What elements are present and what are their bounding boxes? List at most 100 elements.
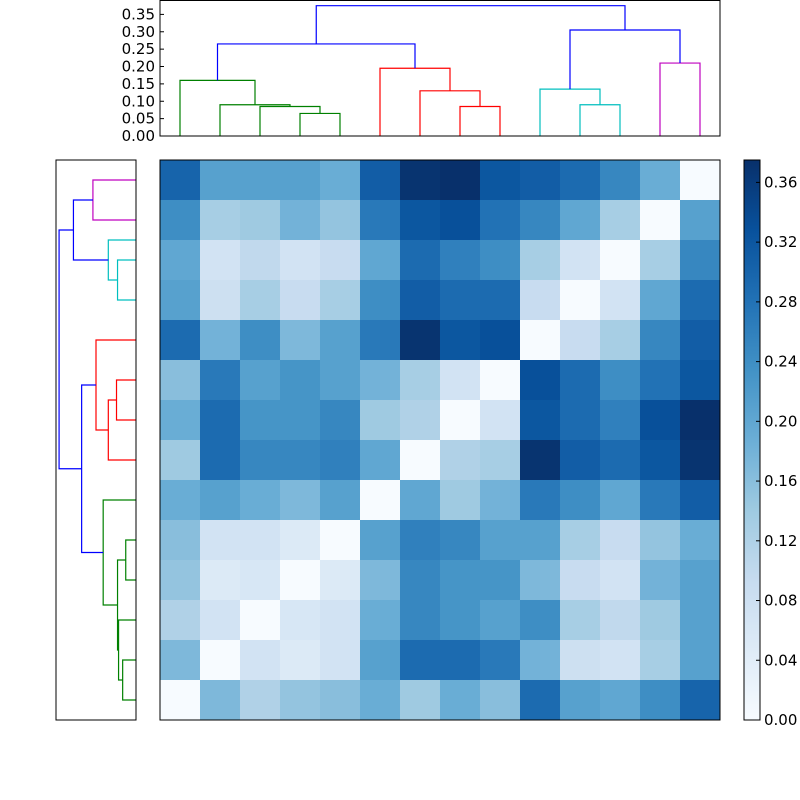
left-dendrogram-link-13 bbox=[58, 229, 82, 470]
heatmap-cell bbox=[160, 200, 201, 241]
top-dendrogram-link-9 bbox=[539, 88, 601, 136]
heatmap-cell bbox=[200, 520, 241, 561]
top-ytick-label: 0.10 bbox=[122, 92, 155, 110]
heatmap-cell bbox=[680, 360, 721, 401]
heatmap-cell bbox=[560, 320, 601, 361]
heatmap-cell bbox=[160, 640, 201, 681]
heatmap-cell bbox=[680, 240, 721, 281]
heatmap-cell bbox=[520, 600, 561, 641]
heatmap-cell bbox=[320, 560, 361, 601]
heatmap-cell bbox=[400, 240, 441, 281]
heatmap-cell bbox=[240, 640, 281, 681]
heatmap-cell bbox=[680, 520, 721, 561]
heatmap-cell bbox=[160, 680, 201, 721]
top-dendrogram-yaxis: 0.000.050.100.150.200.250.300.35 bbox=[122, 5, 164, 145]
heatmap-cell bbox=[600, 160, 641, 201]
heatmap-cell bbox=[480, 280, 521, 321]
colorbar-tick-label: 0.00 bbox=[764, 711, 797, 729]
heatmap-cell bbox=[200, 440, 241, 481]
heatmap-cell bbox=[560, 680, 601, 721]
heatmap-cell bbox=[520, 520, 561, 561]
heatmap-cell bbox=[600, 440, 641, 481]
top-dendrogram-link-12 bbox=[315, 5, 626, 44]
heatmap-cell bbox=[320, 480, 361, 521]
heatmap-cell bbox=[360, 320, 401, 361]
heatmap-cell bbox=[440, 680, 481, 721]
heatmap-cell bbox=[600, 520, 641, 561]
heatmap-cell bbox=[600, 680, 641, 721]
heatmap-cell bbox=[520, 320, 561, 361]
top-dendrogram-link-3 bbox=[179, 79, 256, 136]
heatmap-cell bbox=[480, 160, 521, 201]
heatmap-cell bbox=[280, 240, 321, 281]
heatmap-cell bbox=[240, 160, 281, 201]
heatmap-cell bbox=[400, 360, 441, 401]
heatmap-cell bbox=[320, 320, 361, 361]
heatmap-cell bbox=[560, 360, 601, 401]
heatmap-cell bbox=[360, 400, 401, 441]
heatmap-cell bbox=[400, 680, 441, 721]
heatmap-cell bbox=[680, 160, 721, 201]
heatmap-cell bbox=[240, 440, 281, 481]
heatmap-cell bbox=[200, 320, 241, 361]
heatmap-cell bbox=[520, 360, 561, 401]
heatmap-cell bbox=[280, 600, 321, 641]
heatmap-cell bbox=[560, 600, 601, 641]
heatmap-cell bbox=[680, 320, 721, 361]
left-dendrogram-link-11 bbox=[92, 179, 136, 221]
heatmap-cell bbox=[320, 640, 361, 681]
heatmap-cell bbox=[400, 320, 441, 361]
heatmap-cell bbox=[600, 280, 641, 321]
heatmap-cell bbox=[600, 320, 641, 361]
heatmap-cell bbox=[480, 440, 521, 481]
colorbar-tick-label: 0.20 bbox=[764, 412, 797, 430]
left-dendrogram-link-6 bbox=[107, 399, 136, 461]
heatmap-cell bbox=[480, 200, 521, 241]
heatmap-cell bbox=[280, 440, 321, 481]
left-dendrogram-link-10 bbox=[107, 239, 136, 281]
heatmap-cell bbox=[360, 360, 401, 401]
left-dendrogram-links bbox=[58, 179, 136, 701]
heatmap-cell bbox=[440, 520, 481, 561]
colorbar-tick-label: 0.08 bbox=[764, 592, 797, 610]
heatmap-cell bbox=[560, 200, 601, 241]
heatmap-cell bbox=[440, 600, 481, 641]
heatmap-cell bbox=[400, 560, 441, 601]
heatmap-cell bbox=[440, 320, 481, 361]
heatmap-cell bbox=[480, 560, 521, 601]
heatmap-cell bbox=[400, 160, 441, 201]
heatmap-cell bbox=[440, 360, 481, 401]
top-dendrogram-link-11 bbox=[569, 29, 681, 90]
heatmap-cell bbox=[560, 560, 601, 601]
heatmap-cell bbox=[440, 200, 481, 241]
colorbar-gradient bbox=[744, 160, 760, 720]
heatmap-cell bbox=[520, 680, 561, 721]
top-dendrogram-link-10 bbox=[659, 62, 701, 136]
heatmap-cell bbox=[640, 520, 681, 561]
heatmap-cell bbox=[200, 560, 241, 601]
heatmap-cell bbox=[640, 240, 681, 281]
left-dendrogram-link-0 bbox=[122, 659, 136, 701]
heatmap-cell bbox=[200, 680, 241, 721]
heatmap-cell bbox=[280, 280, 321, 321]
heatmap-cell bbox=[320, 680, 361, 721]
heatmap-cell bbox=[520, 240, 561, 281]
heatmap-cell bbox=[200, 600, 241, 641]
heatmap-cell bbox=[600, 600, 641, 641]
heatmap-cell bbox=[400, 400, 441, 441]
heatmap-cell bbox=[600, 240, 641, 281]
heatmap-cell bbox=[280, 520, 321, 561]
heatmap-cell bbox=[480, 360, 521, 401]
heatmap-cell bbox=[240, 480, 281, 521]
left-dendrogram-link-2 bbox=[125, 539, 136, 581]
heatmap-cell bbox=[160, 600, 201, 641]
heatmap-cell bbox=[520, 480, 561, 521]
heatmap-cell bbox=[320, 240, 361, 281]
heatmap-cell bbox=[560, 440, 601, 481]
heatmap-cell bbox=[680, 600, 721, 641]
heatmap-cell bbox=[280, 400, 321, 441]
top-ytick-label: 0.05 bbox=[122, 110, 155, 128]
heatmap-cell bbox=[640, 440, 681, 481]
colorbar-tick-label: 0.24 bbox=[764, 353, 797, 371]
colorbar-panel: 0.00 0.04 0.08 0.12 0.16 0.20 0.24 0.28 0.32 0.36 bbox=[743, 159, 797, 729]
